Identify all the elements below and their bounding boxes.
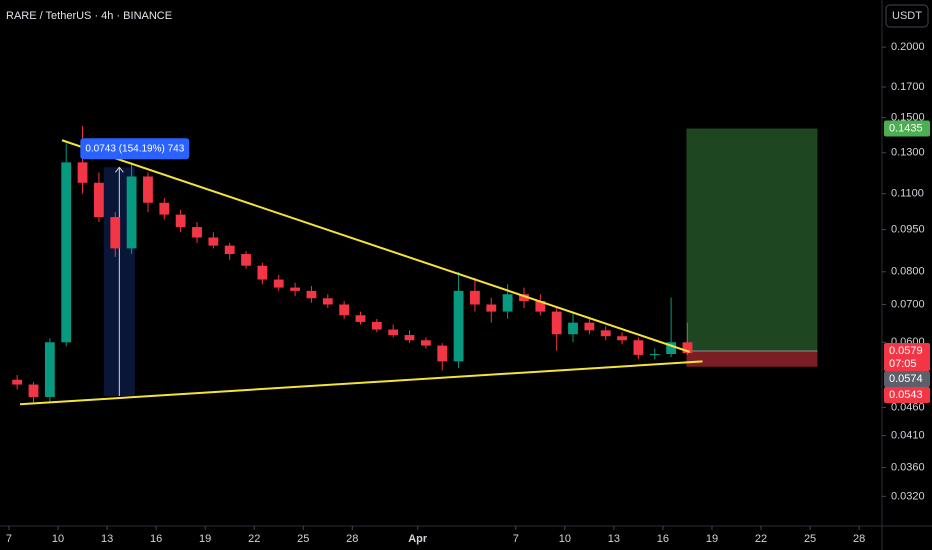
candle-body bbox=[12, 379, 23, 385]
x-tick-label: 22 bbox=[755, 533, 767, 545]
price-tag bbox=[884, 120, 930, 137]
price-tag-label: 0.0574 bbox=[889, 373, 923, 385]
y-tick-label: 0.0950 bbox=[891, 224, 925, 236]
chart-title: RARE / TetherUS · 4h · BINANCE bbox=[6, 10, 172, 22]
candle-body bbox=[175, 214, 186, 228]
x-tick-label: 25 bbox=[804, 533, 816, 545]
x-tick-label: 10 bbox=[52, 533, 64, 545]
price-tag bbox=[884, 387, 930, 404]
candle-body bbox=[535, 301, 546, 312]
candle-body bbox=[470, 290, 480, 305]
candle-body bbox=[388, 329, 399, 336]
trendline bbox=[19, 360, 703, 406]
y-tick-label: 0.0460 bbox=[891, 401, 925, 413]
candle-body bbox=[322, 298, 333, 305]
x-tick-label: 19 bbox=[199, 533, 211, 545]
candle-body bbox=[486, 304, 497, 312]
x-tick-label: 28 bbox=[346, 533, 358, 545]
y-tick-label: 0.0800 bbox=[891, 266, 925, 278]
currency[interactable]: USDT bbox=[892, 10, 922, 22]
x-tick-label: 16 bbox=[657, 533, 669, 545]
x-tick-label: 7 bbox=[6, 533, 12, 545]
candle-body bbox=[290, 287, 300, 291]
candle-body bbox=[633, 340, 644, 355]
candle-body bbox=[453, 290, 464, 362]
candle-body bbox=[110, 217, 121, 249]
overlay: 0.0743 (154.19%) 743 bbox=[19, 138, 703, 406]
candle-body bbox=[502, 294, 513, 312]
candle-body bbox=[257, 265, 268, 280]
candle-body bbox=[617, 336, 627, 341]
y-tick-label: 0.2000 bbox=[891, 41, 925, 53]
x-tick-label: 25 bbox=[297, 533, 309, 545]
x-tick-label: 28 bbox=[853, 533, 865, 545]
candle-body bbox=[241, 254, 251, 266]
y-tick-label: 0.0410 bbox=[891, 430, 925, 442]
candle-body bbox=[519, 294, 529, 302]
candle-body bbox=[355, 315, 366, 322]
price-tag bbox=[884, 343, 930, 372]
candle-body bbox=[143, 176, 153, 203]
candle-body bbox=[404, 335, 415, 341]
y-tick-label: 0.1100 bbox=[891, 188, 924, 200]
candle-body bbox=[420, 340, 431, 346]
candle-body bbox=[551, 311, 562, 335]
price-tag-label: 0.0543 bbox=[889, 389, 923, 401]
x-tick-label: 13 bbox=[608, 533, 620, 545]
candle-body bbox=[339, 304, 350, 316]
x-tick-label: 22 bbox=[248, 533, 260, 545]
candle-body bbox=[600, 330, 611, 337]
candle-body bbox=[371, 321, 382, 330]
candle-body bbox=[437, 345, 448, 362]
y-tick-label: 0.0360 bbox=[891, 461, 925, 473]
price-tag-label: 0.0579 bbox=[889, 345, 923, 357]
y-tick-label: 0.1300 bbox=[891, 147, 925, 159]
countdown: 07:05 bbox=[889, 358, 917, 370]
measure-label-box bbox=[80, 138, 190, 160]
candle-body bbox=[94, 182, 104, 218]
candle-body bbox=[44, 342, 55, 397]
price-tag-label: 0.1435 bbox=[889, 122, 923, 134]
trendline bbox=[61, 139, 690, 353]
measure-arrowhead bbox=[114, 166, 124, 173]
candle-body bbox=[208, 237, 219, 246]
candle-body bbox=[159, 202, 170, 215]
profit-zone bbox=[686, 128, 818, 352]
loss-zone bbox=[686, 351, 818, 367]
x-tick-label: 13 bbox=[101, 533, 113, 545]
x-tick-label: 19 bbox=[706, 533, 718, 545]
candle-body bbox=[61, 162, 72, 343]
x-tick-label: Apr bbox=[408, 533, 428, 545]
candle-body bbox=[192, 227, 202, 238]
currency-box[interactable] bbox=[885, 4, 929, 28]
candle-body bbox=[666, 342, 677, 355]
candle-body bbox=[126, 176, 137, 249]
candle-body bbox=[77, 162, 88, 183]
candle-body bbox=[682, 342, 693, 354]
plot-area bbox=[12, 125, 818, 403]
candle-body bbox=[584, 322, 595, 331]
candle-body bbox=[273, 279, 284, 288]
candle-body bbox=[224, 245, 235, 255]
x-tick-label: 7 bbox=[513, 533, 519, 545]
x-tick-label: 10 bbox=[559, 533, 571, 545]
candle-body bbox=[568, 322, 578, 335]
y-tick-label: 0.0320 bbox=[891, 490, 925, 502]
y-tick-label: 0.1700 bbox=[891, 81, 925, 93]
measure-label: 0.0743 (154.19%) 743 bbox=[85, 143, 184, 154]
x-tick-label: 16 bbox=[150, 533, 162, 545]
candle-body bbox=[649, 354, 660, 356]
price-tag bbox=[884, 371, 930, 388]
candle-body bbox=[306, 290, 317, 299]
y-tick-label: 0.0700 bbox=[891, 298, 925, 310]
candle-body bbox=[28, 384, 39, 397]
